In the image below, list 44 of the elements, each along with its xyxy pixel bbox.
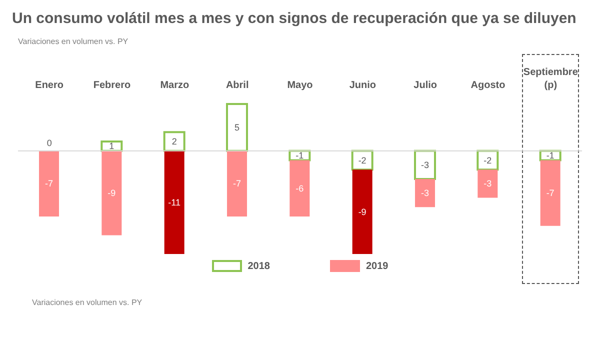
chart-subtitle: Variaciones en volumen vs. PY	[17, 36, 130, 46]
x-tick-label: Enero	[35, 80, 64, 91]
data-label: -11	[168, 197, 181, 208]
x-tick-label: Mayo	[287, 80, 313, 91]
data-label: -6	[296, 183, 304, 194]
data-label: 5	[234, 122, 240, 132]
x-tick-label: Julio	[414, 80, 438, 91]
x-tick-label: Septiembre (p)	[523, 67, 578, 91]
bar	[39, 150, 59, 216]
bar	[414, 150, 436, 180]
data-label: 1	[109, 141, 114, 152]
legend-label: 2018	[248, 260, 270, 272]
data-label: -3	[420, 160, 430, 170]
data-label: -7	[44, 178, 54, 189]
x-tick-label: Marzo	[160, 80, 190, 91]
legend-label: 2019	[366, 260, 388, 272]
data-label: -9	[358, 206, 366, 217]
bar	[478, 170, 498, 198]
text: Variaciones en volumen vs. PY	[31, 297, 144, 307]
data-label: -9	[108, 188, 116, 198]
data-label: 0	[46, 138, 52, 148]
bar	[352, 170, 372, 254]
x-tick-label: Agosto	[470, 80, 506, 91]
data-label: -2	[484, 155, 492, 166]
x-tick-label: Junio	[349, 80, 376, 91]
data-label: -3	[420, 188, 430, 198]
chart-title: Un consumo volátil mes a mes y con signos de recuperación que ya se diluyen	[11, 9, 578, 29]
data-label: -2	[358, 155, 366, 166]
data-label: 2	[172, 136, 177, 146]
bar	[163, 131, 186, 152]
bar	[290, 160, 310, 216]
bar	[102, 150, 122, 236]
data-label: -7	[232, 178, 242, 189]
bar	[415, 179, 435, 208]
bar	[226, 103, 248, 152]
data-label: -3	[484, 178, 492, 189]
data-label: -1	[296, 150, 304, 161]
bar	[164, 150, 184, 254]
x-tick-label: Abril	[226, 80, 249, 91]
bar	[540, 160, 560, 226]
x-tick-label: Febrero	[93, 80, 131, 91]
data-label: -1	[546, 150, 554, 161]
data-label: -7	[546, 188, 554, 198]
bar	[227, 150, 247, 216]
